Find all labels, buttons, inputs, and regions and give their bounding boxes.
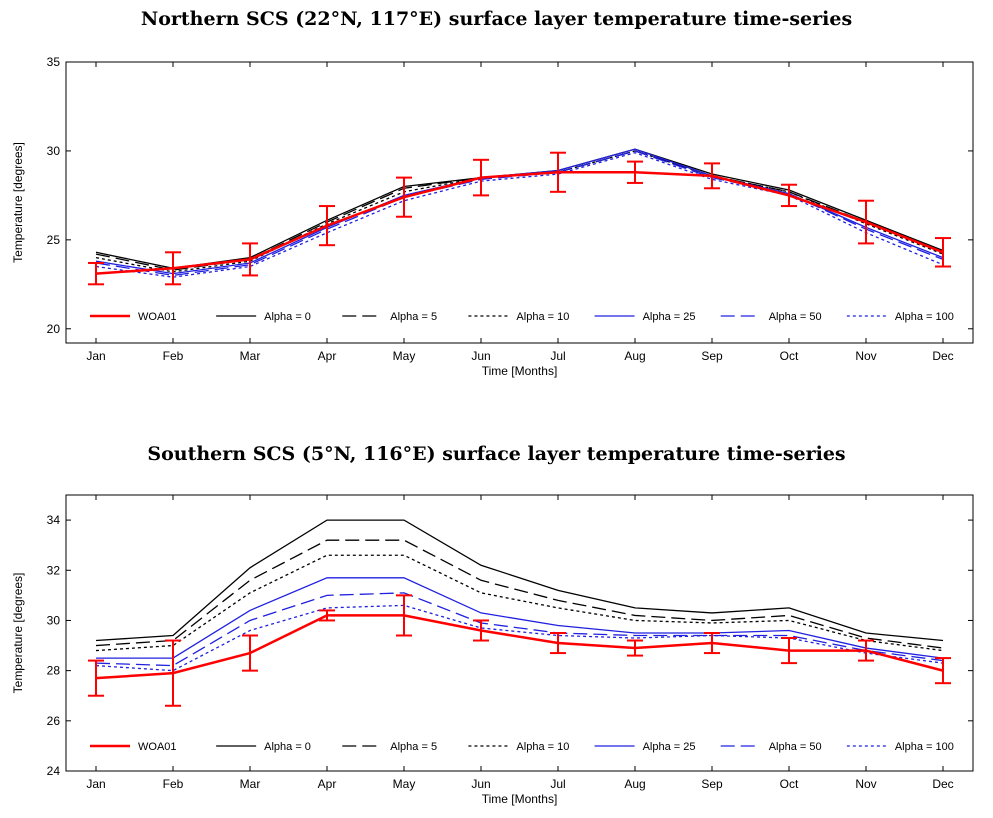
y-tick-label: 20 [47,322,61,336]
series-line [95,539,944,649]
legend-label: Alpha = 5 [390,741,437,753]
plot-frame [65,61,974,344]
y-axis-label: Temperature [degrees] [11,142,25,263]
y-tick-label: 34 [47,513,61,527]
x-tick-label: May [393,349,416,363]
series-line [95,554,944,652]
x-tick-label: Dec [932,777,953,791]
y-tick-label: 30 [47,144,61,158]
y-axis-label: Temperature [degrees] [11,573,25,694]
x-tick-label: Feb [163,777,184,791]
legend-label: Alpha = 25 [643,741,696,753]
y-tick-label: 32 [47,563,61,577]
y-tick-label: 30 [47,613,61,627]
x-tick-label: May [393,777,416,791]
chart-title-southern: Southern SCS (5°N, 116°E) surface layer … [147,443,846,465]
x-tick-label: Sep [701,349,723,363]
x-tick-label: Aug [624,777,645,791]
series-line [96,577,944,659]
x-tick-label: Mar [240,349,261,363]
series-line [95,519,944,642]
series-line [95,604,944,672]
legend-label: Alpha = 0 [264,311,311,323]
series-line [95,171,944,275]
y-tick-label: 24 [47,764,61,778]
x-tick-label: Aug [624,349,645,363]
y-tick-label: 25 [47,233,61,247]
x-tick-label: Jul [550,777,565,791]
x-tick-label: Jun [471,349,490,363]
legend-label: Alpha = 50 [769,311,822,323]
x-tick-label: Oct [780,349,799,363]
x-tick-label: Jun [471,777,490,791]
series-line [95,150,944,277]
x-tick-label: Oct [780,777,799,791]
legend-label: Alpha = 100 [895,311,954,323]
series-line [95,592,944,667]
series-line [95,148,944,269]
x-tick-label: Apr [318,349,337,363]
x-tick-label: Mar [240,777,261,791]
legend-label: Alpha = 5 [390,311,437,323]
series-line [95,614,944,680]
x-axis-label: Time [Months] [482,792,558,806]
x-tick-label: Feb [163,349,184,363]
series-line [95,150,944,271]
legend-label: Alpha = 50 [769,741,822,753]
chart-title-northern: Northern SCS (22°N, 117°E) surface layer… [140,8,853,30]
x-axis-label: Time [Months] [482,364,558,378]
legend-label: Alpha = 10 [516,311,569,323]
x-tick-label: Apr [318,777,337,791]
y-tick-label: 26 [47,714,61,728]
x-tick-label: Sep [701,777,723,791]
x-tick-label: Dec [932,349,953,363]
legend-label: Alpha = 100 [895,741,954,753]
legend-label: Alpha = 25 [643,311,696,323]
x-tick-label: Nov [855,349,876,363]
legend-label: WOA01 [138,741,177,753]
series-line [95,150,944,273]
series-line [95,152,944,278]
x-tick-label: Jan [86,777,105,791]
x-tick-label: Nov [855,777,876,791]
series-line [95,148,944,275]
legend-label: Alpha = 10 [516,741,569,753]
y-tick-label: 35 [47,55,61,69]
plot-frame [65,494,974,772]
y-tick-label: 28 [47,664,61,678]
x-tick-label: Jul [550,349,565,363]
legend-label: Alpha = 0 [264,741,311,753]
legend-label: WOA01 [138,311,177,323]
x-tick-label: Jan [86,349,105,363]
